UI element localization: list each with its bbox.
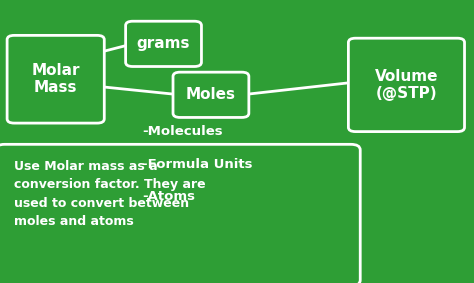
Text: -Atoms: -Atoms [142,190,195,203]
FancyBboxPatch shape [173,72,249,117]
FancyBboxPatch shape [348,38,465,132]
Text: -Molecules: -Molecules [142,125,223,138]
Text: Volume
(@STP): Volume (@STP) [375,69,438,101]
FancyBboxPatch shape [126,21,201,67]
Text: grams: grams [137,36,190,52]
FancyBboxPatch shape [7,35,104,123]
Text: Use Molar mass as a
conversion factor. They are
used to convert between
moles an: Use Molar mass as a conversion factor. T… [14,160,206,228]
Text: Molar
Mass: Molar Mass [31,63,80,95]
Text: Moles: Moles [186,87,236,102]
Text: -Formula Units: -Formula Units [142,158,253,171]
FancyBboxPatch shape [0,144,360,283]
